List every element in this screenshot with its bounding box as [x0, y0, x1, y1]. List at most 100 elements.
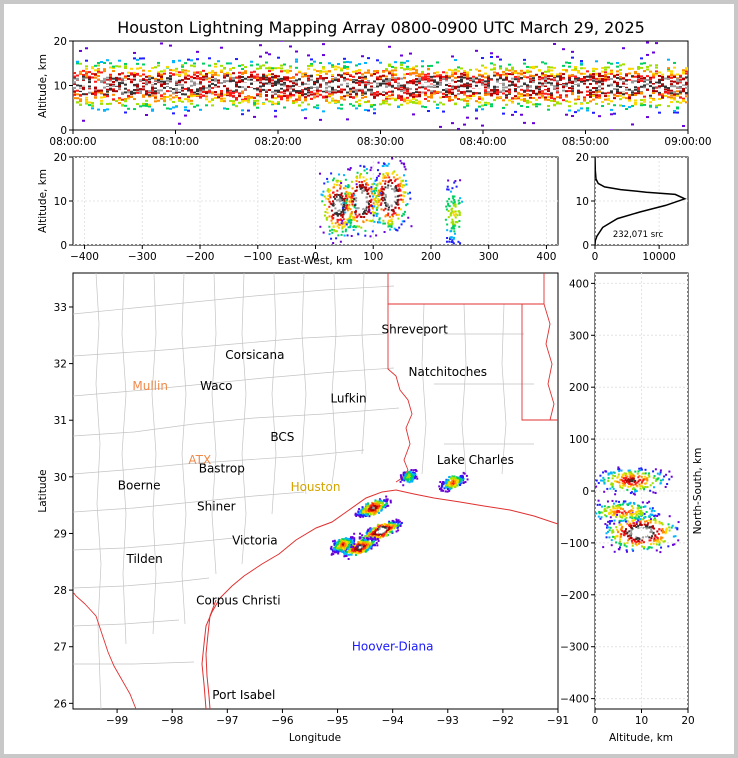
time-mark — [142, 57, 145, 60]
time-mark — [76, 78, 79, 81]
map-mark — [369, 527, 372, 530]
ew-mark — [371, 192, 374, 195]
time-mark — [295, 58, 298, 61]
time-mark — [142, 95, 145, 98]
time-mark — [547, 77, 550, 80]
time-mark — [409, 94, 412, 97]
time-mark — [400, 84, 403, 87]
map-mark — [378, 505, 381, 508]
ew-mark — [396, 199, 399, 202]
map-mark — [375, 505, 378, 508]
time-mark — [112, 65, 115, 68]
time-mark — [457, 66, 460, 69]
time-mark — [223, 93, 226, 96]
time-mark — [592, 81, 595, 84]
time-mark — [73, 82, 76, 85]
time-mark — [235, 76, 238, 79]
time-mark — [169, 72, 172, 75]
time-mark — [670, 94, 673, 97]
time-mark — [592, 98, 595, 101]
time-mark — [574, 111, 577, 114]
time-mark — [283, 89, 286, 92]
map-mark — [393, 526, 396, 529]
ew-mark — [348, 196, 351, 199]
ew-mark — [410, 225, 413, 228]
time-mark — [679, 80, 682, 83]
time-mark — [406, 92, 409, 95]
time-mark — [241, 80, 244, 83]
time-mark — [490, 89, 493, 92]
time-mark — [511, 101, 514, 104]
map-mark — [381, 500, 384, 503]
ew-mark — [357, 201, 360, 204]
time-mark — [166, 77, 169, 80]
time-mark — [649, 94, 652, 97]
time-mark — [631, 87, 634, 90]
time-mark — [289, 82, 292, 85]
time-mark — [349, 90, 352, 93]
ew-mark — [379, 221, 382, 224]
time-mark — [595, 60, 598, 63]
ew-mark — [389, 203, 392, 206]
time-mark — [442, 81, 445, 84]
time-mark — [331, 88, 334, 91]
time-mark — [361, 91, 364, 94]
time-mark — [469, 94, 472, 97]
ew-mark — [447, 202, 450, 205]
map-mark — [351, 550, 354, 553]
time-mark — [406, 65, 409, 68]
ew-mark — [356, 177, 359, 180]
time-mark — [325, 70, 328, 73]
time-mark — [313, 81, 316, 84]
map-mark — [395, 521, 398, 524]
ew-mark — [459, 197, 462, 200]
time-mark — [127, 75, 130, 78]
time-mark — [556, 101, 559, 104]
ew-mark — [385, 201, 388, 204]
time-mark — [382, 79, 385, 82]
ew-mark — [386, 174, 389, 177]
time-mark — [580, 72, 583, 75]
ew-mark — [368, 219, 371, 222]
time-mark — [271, 73, 274, 76]
time-mark — [454, 76, 457, 79]
hist-curve — [595, 157, 687, 245]
time-mark — [262, 83, 265, 86]
time-mark — [643, 80, 646, 83]
map-mark — [385, 530, 388, 533]
ew-mark — [395, 187, 398, 190]
time-mark — [649, 81, 652, 84]
time-mark — [346, 80, 349, 83]
ew-mark — [398, 187, 401, 190]
ew-mark — [330, 219, 333, 222]
time-mark — [418, 86, 421, 89]
time-mark — [310, 93, 313, 96]
map-mark — [377, 525, 380, 528]
time-mark — [682, 124, 685, 127]
time-mark — [487, 91, 490, 94]
map-mark — [369, 508, 372, 511]
time-mark — [289, 69, 292, 72]
map-mark — [361, 534, 364, 537]
time-mark — [355, 84, 358, 87]
time-mark — [301, 94, 304, 97]
time-mark — [208, 57, 211, 60]
time-mark — [196, 84, 199, 87]
time-mark — [277, 67, 280, 70]
ew-mark — [392, 188, 395, 191]
time-mark — [622, 88, 625, 91]
time-mark — [355, 79, 358, 82]
time-mark — [85, 59, 88, 62]
time-mark — [187, 100, 190, 103]
time-mark — [172, 106, 175, 109]
time-mark — [655, 42, 658, 45]
time-mark — [514, 110, 517, 113]
time-mark — [484, 104, 487, 107]
time-mark — [307, 94, 310, 97]
ew-mark — [354, 226, 357, 229]
time-mark — [436, 74, 439, 77]
time-mark — [181, 83, 184, 86]
time-mark — [85, 70, 88, 73]
time-mark — [406, 82, 409, 85]
time-mark — [163, 103, 166, 106]
